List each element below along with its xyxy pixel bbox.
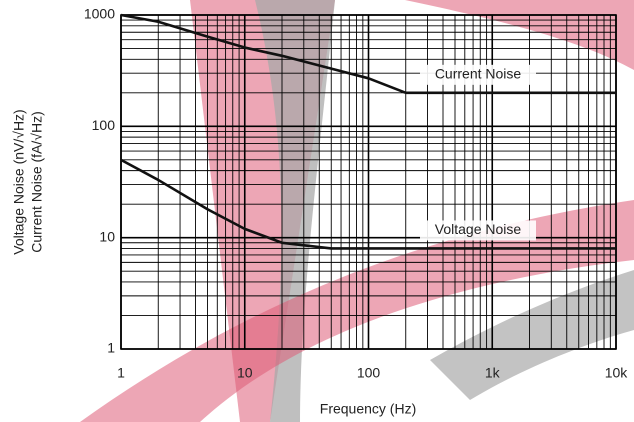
plot: Current Noise Voltage Noise <box>120 13 616 250</box>
series-label-bg <box>420 220 536 241</box>
x-tick-label: 1 <box>117 365 125 381</box>
watermark <box>80 0 634 422</box>
series-line <box>120 13 616 95</box>
y-axis-label: Current Noise (fA/√Hz) <box>29 111 45 253</box>
y-tick-label: 1 <box>107 340 115 356</box>
y-axis-label: Voltage Noise (nV/√Hz) <box>11 109 27 254</box>
series-label-bg <box>420 64 536 85</box>
series-line <box>120 158 616 250</box>
grid <box>120 14 617 350</box>
x-tick-label: 1k <box>485 365 501 381</box>
x-tick-label: 10k <box>605 365 629 381</box>
y-tick-label: 1000 <box>84 6 115 22</box>
y-tick-label: 100 <box>92 117 116 133</box>
series-label: Voltage Noise <box>435 221 522 237</box>
x-tick-label: 10 <box>237 365 253 381</box>
plot-frame <box>120 14 617 350</box>
series-label: Current Noise <box>435 66 522 82</box>
x-axis-label: Frequency (Hz) <box>320 401 416 417</box>
x-tick-label: 100 <box>357 365 381 381</box>
y-tick-label: 10 <box>99 228 115 244</box>
